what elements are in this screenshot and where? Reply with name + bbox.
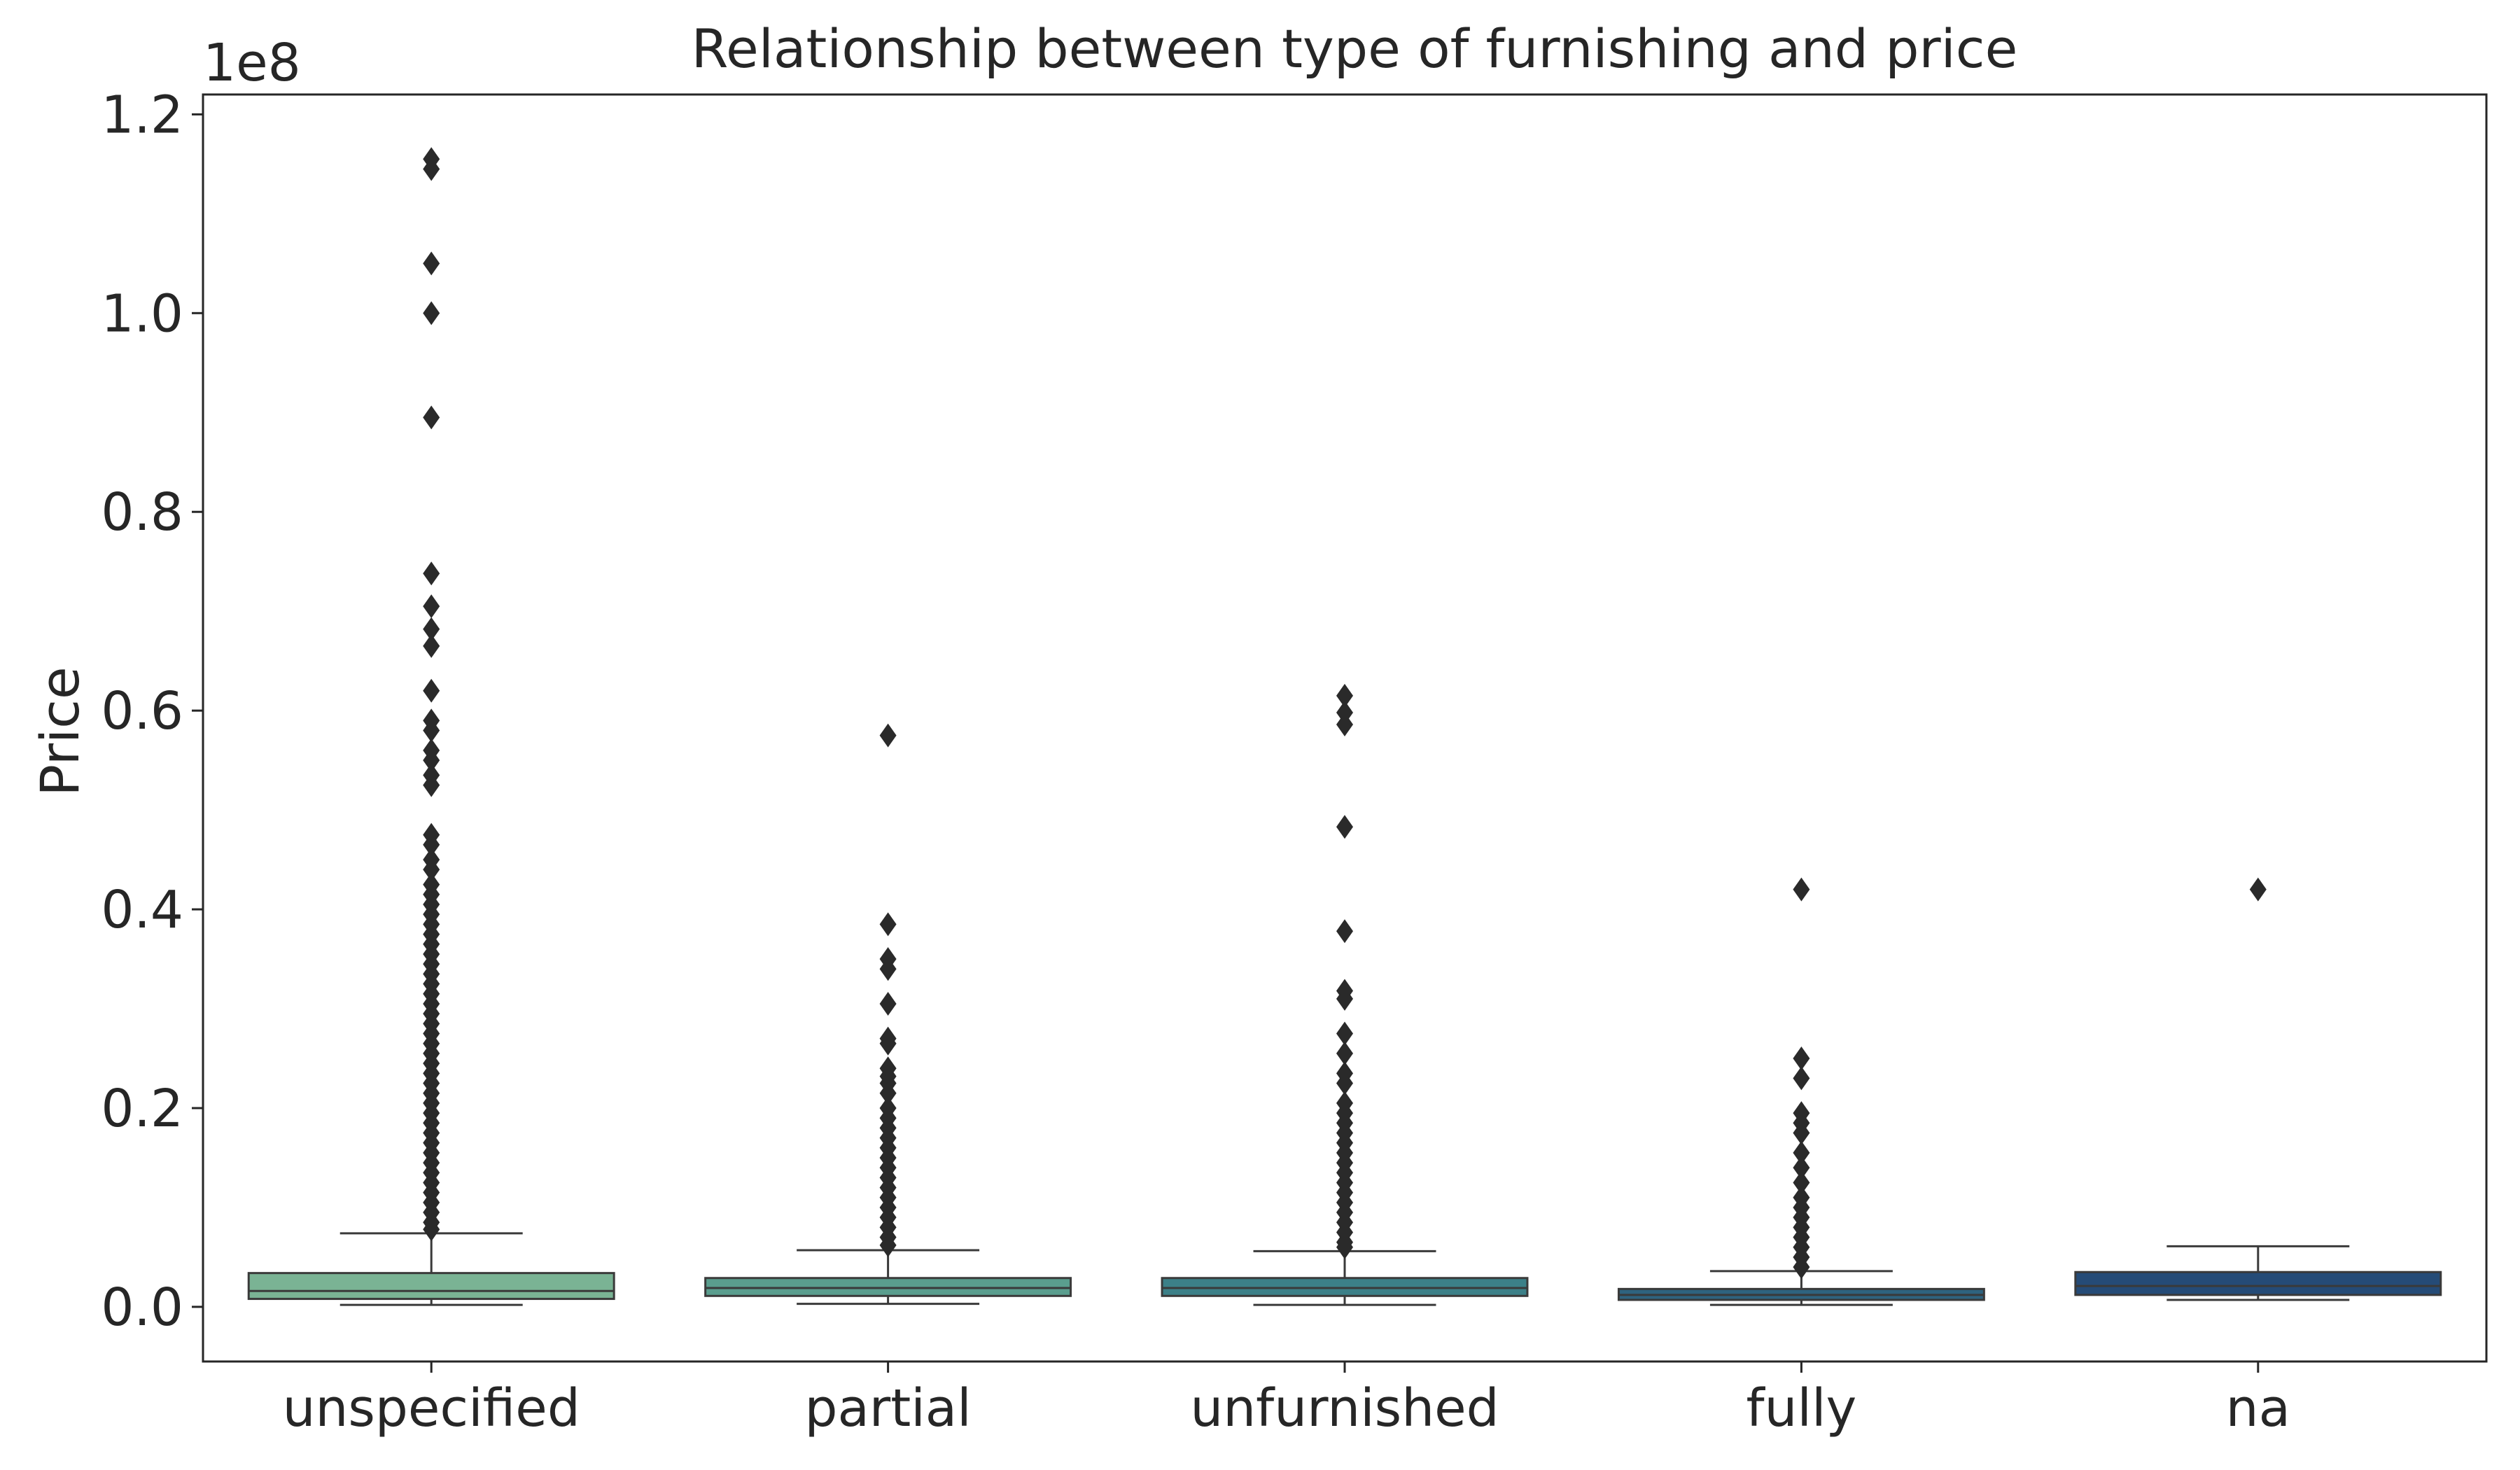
box-group-na xyxy=(2074,877,2442,1301)
outlier-point xyxy=(2249,877,2267,902)
iqr-box xyxy=(2074,1270,2442,1296)
outlier-point xyxy=(423,405,440,430)
y-tick-label: 0.4 xyxy=(101,880,183,940)
x-tick-label: partial xyxy=(804,1378,971,1438)
y-tick-label: 0.0 xyxy=(101,1278,183,1338)
y-axis-label: Price xyxy=(29,666,91,796)
box-group-fully xyxy=(1617,877,1985,1306)
outlier-point xyxy=(423,718,440,743)
y-axis-offset-label: 1e8 xyxy=(203,33,301,93)
outlier-point xyxy=(1793,1255,1810,1280)
outlier-point xyxy=(1793,1156,1810,1180)
outlier-point xyxy=(1793,877,1810,902)
outlier-point xyxy=(1336,1071,1353,1096)
outlier-point xyxy=(423,561,440,586)
outlier-point xyxy=(423,748,440,773)
y-tick-label: 0.2 xyxy=(101,1079,183,1139)
outlier-point xyxy=(1336,919,1353,944)
y-tick-label: 0.6 xyxy=(101,681,183,741)
outlier-point xyxy=(1336,815,1353,839)
outlier-point xyxy=(879,1031,897,1056)
outlier-point xyxy=(423,251,440,276)
outlier-point xyxy=(423,858,440,882)
outlier-point xyxy=(1793,1066,1810,1091)
outlier-point xyxy=(423,678,440,703)
x-tick-label: unfurnished xyxy=(1190,1378,1499,1438)
y-tick-label: 0.8 xyxy=(101,482,183,542)
x-tick-label: unspecified xyxy=(283,1378,580,1438)
box-group-unfurnished xyxy=(1161,683,1529,1306)
outlier-point xyxy=(1336,700,1353,724)
outlier-point xyxy=(1793,1170,1810,1195)
chart-title: Relationship between type of furnishing … xyxy=(692,18,2018,80)
y-tick-label: 1.2 xyxy=(101,85,183,145)
plot-area xyxy=(247,147,2442,1306)
outlier-point xyxy=(423,301,440,326)
outlier-point xyxy=(879,912,897,937)
outlier-point xyxy=(879,1233,897,1257)
outlier-point xyxy=(879,957,897,981)
outlier-point xyxy=(1793,1121,1810,1145)
y-tick-label: 1.0 xyxy=(101,284,183,344)
outlier-point xyxy=(423,1217,440,1242)
outlier-point xyxy=(423,832,440,857)
outlier-point xyxy=(879,723,897,748)
outlier-point xyxy=(1336,1021,1353,1046)
outlier-point xyxy=(879,991,897,1016)
box-group-unspecified xyxy=(247,147,615,1306)
outlier-point xyxy=(1793,1140,1810,1165)
outlier-point xyxy=(423,634,440,658)
x-tick-label: fully xyxy=(1746,1378,1856,1438)
outlier-point xyxy=(1336,713,1353,737)
outlier-point xyxy=(1336,1041,1353,1065)
box-group-partial xyxy=(704,723,1072,1306)
outlier-point xyxy=(879,1081,897,1105)
x-tick-label: na xyxy=(2226,1378,2290,1438)
outlier-point xyxy=(1793,1046,1810,1071)
outlier-point xyxy=(1336,986,1353,1011)
y-axis: 0.0 0.2 0.4 0.6 0.8 1.0 1.2 xyxy=(101,85,203,1338)
outlier-point xyxy=(423,773,440,797)
outlier-point xyxy=(423,594,440,619)
outlier-point xyxy=(1336,683,1353,708)
iqr-box xyxy=(247,1272,615,1301)
x-axis: unspecified partial unfurnished fully na xyxy=(283,1362,2290,1438)
outlier-point xyxy=(423,617,440,641)
outlier-point xyxy=(423,157,440,181)
outlier-point xyxy=(1336,1235,1353,1259)
